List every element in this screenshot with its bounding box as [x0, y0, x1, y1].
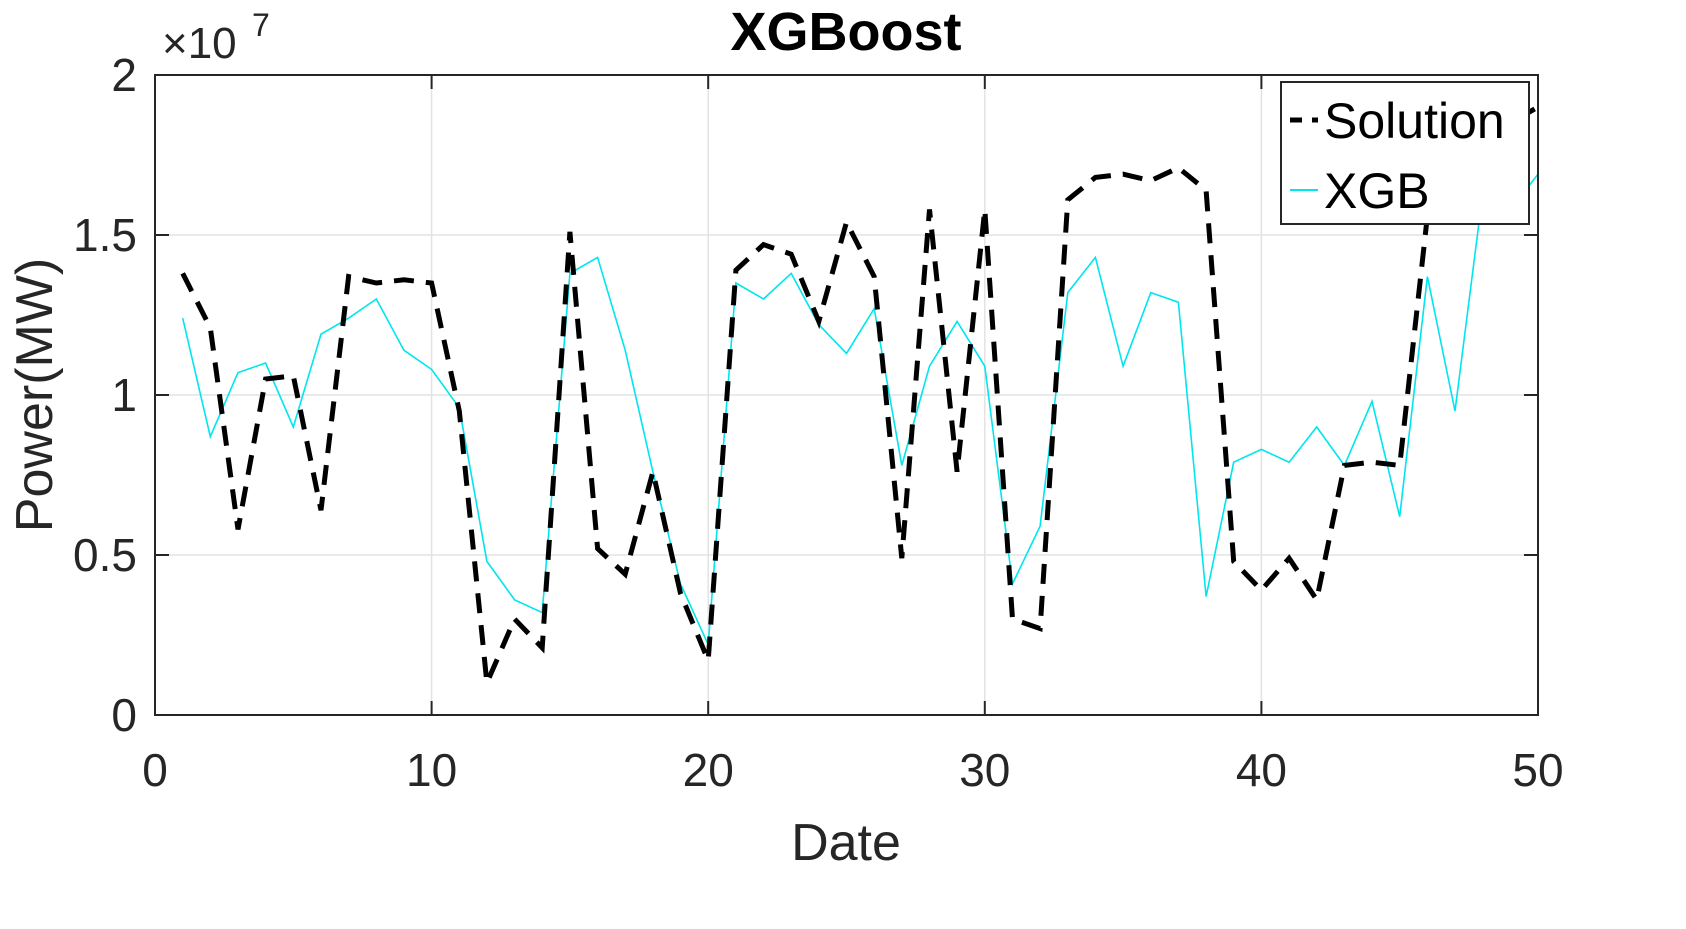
- y-tick-label: 0.5: [73, 529, 137, 581]
- y-tick-label: 1.5: [73, 209, 137, 261]
- x-tick-label: 0: [142, 744, 168, 796]
- x-tick-label: 40: [1236, 744, 1287, 796]
- y-axis-exponent-power: 7: [252, 7, 270, 43]
- y-axis-ticks: 0 0.5 1 1.5 2: [73, 49, 1538, 741]
- x-axis-title: Date: [791, 814, 901, 872]
- x-tick-label: 50: [1512, 744, 1563, 796]
- y-tick-label: 0: [111, 689, 137, 741]
- y-axis-exponent-base: ×10: [162, 19, 237, 68]
- x-tick-label: 10: [406, 744, 457, 796]
- y-gridlines: [155, 234, 1538, 556]
- x-tick-label: 20: [683, 744, 734, 796]
- x-axis-ticks: 0 10 20 30 40 50: [142, 75, 1564, 796]
- legend-label-xgb: XGB: [1324, 163, 1430, 219]
- y-axis-title: Power(MW): [6, 258, 64, 532]
- series-line-xgb: [181, 173, 1539, 645]
- legend-label-solution: Solution: [1324, 93, 1505, 149]
- y-tick-label: 2: [111, 49, 137, 101]
- series-line-solution: [180, 104, 1540, 693]
- x-tick-label: 30: [959, 744, 1010, 796]
- chart-title: XGBoost: [730, 2, 961, 62]
- legend-box: [1280, 81, 1530, 225]
- series-layer: [180, 104, 1540, 693]
- y-tick-label: 1: [111, 369, 137, 421]
- legend: Solution XGB: [1280, 81, 1530, 225]
